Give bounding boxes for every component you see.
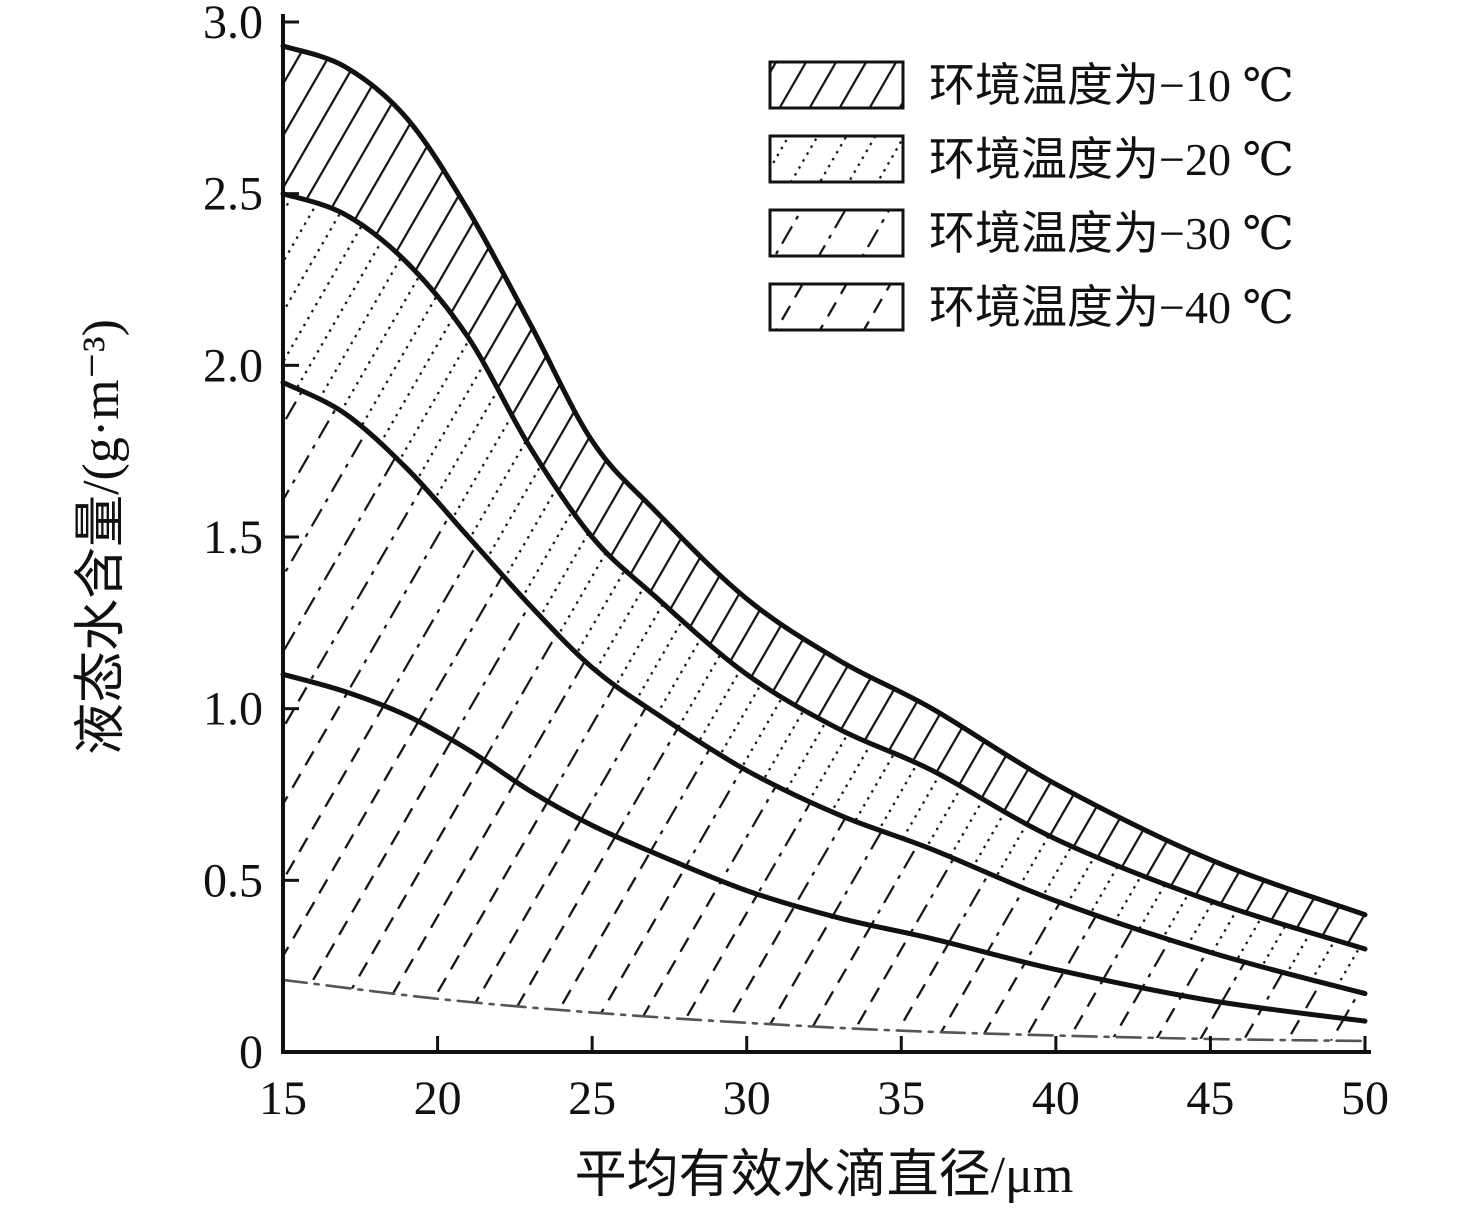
legend-label-dashdot: 环境温度为−30 ℃ bbox=[929, 208, 1294, 259]
curve-c3 bbox=[280, 380, 1368, 997]
tick-label-group: 15 20 25 30 35 40 45 50 0 0.5 1.0 1.5 2.0 2.5 3.0 bbox=[203, 0, 1389, 1125]
legend-swatch-dashdot bbox=[768, 208, 905, 258]
x-tick-label: 35 bbox=[877, 1072, 925, 1125]
legend-swatch-dotted bbox=[768, 134, 905, 184]
y-tick-label: 2.5 bbox=[203, 168, 263, 221]
band-minus30 bbox=[283, 382, 1365, 1022]
legend-swatch-solid bbox=[768, 60, 905, 110]
curve-c4 bbox=[280, 671, 1368, 1024]
curve-group bbox=[280, 43, 1368, 1043]
y-tick-label: 2.0 bbox=[203, 339, 263, 392]
legend-label-dashed: 环境温度为−40 ℃ bbox=[929, 282, 1294, 333]
y-tick-label: 3.0 bbox=[203, 0, 263, 49]
y-tick-label: 0 bbox=[239, 1026, 263, 1079]
legend-swatch-dashed bbox=[768, 282, 905, 332]
x-tick-label: 40 bbox=[1032, 1072, 1080, 1125]
y-tick-label: 1.0 bbox=[203, 683, 263, 736]
band-minus40 bbox=[283, 674, 1365, 1041]
x-tick-label: 45 bbox=[1186, 1072, 1234, 1125]
y-tick-label: 0.5 bbox=[203, 854, 263, 907]
legend: 环境温度为−10 ℃ 环境温度为−20 ℃ 环境温度为−30 ℃ 环境温度为−40 ℃ bbox=[768, 60, 1294, 333]
band-group bbox=[283, 46, 1365, 1041]
curve-c2 bbox=[280, 191, 1368, 952]
y-tick-label: 1.5 bbox=[203, 511, 263, 564]
band-minus10 bbox=[283, 46, 1365, 949]
curve-c5 bbox=[281, 978, 1367, 1043]
x-tick-label: 30 bbox=[723, 1072, 771, 1125]
x-axis-title: 平均有效水滴直径/μm bbox=[575, 1147, 1074, 1204]
x-tick-label: 20 bbox=[414, 1072, 462, 1125]
legend-label-dotted: 环境温度为−20 ℃ bbox=[929, 134, 1294, 185]
curve-c1 bbox=[280, 43, 1368, 918]
legend-label-solid: 环境温度为−10 ℃ bbox=[929, 60, 1294, 111]
x-tick-label: 25 bbox=[568, 1072, 616, 1125]
band-minus20 bbox=[283, 193, 1365, 994]
y-axis-title: 液态水含量/(g·m⁻³) bbox=[73, 319, 130, 755]
x-tick-label: 50 bbox=[1341, 1072, 1389, 1125]
tick-group bbox=[281, 20, 1367, 1054]
x-tick-label: 15 bbox=[259, 1072, 307, 1125]
